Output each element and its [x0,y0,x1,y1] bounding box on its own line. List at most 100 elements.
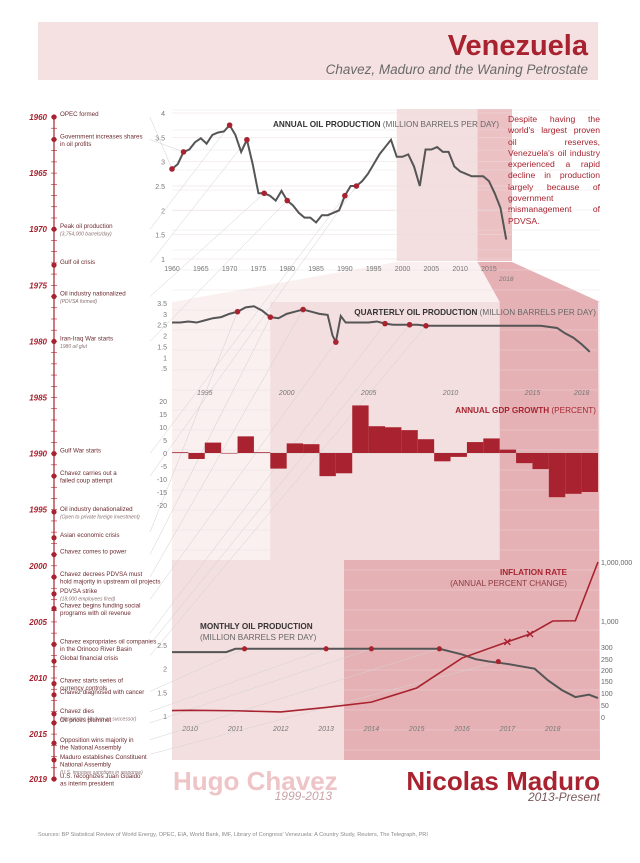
quarterly-event-point [300,306,306,313]
gdp-title: ANNUAL GDP GROWTH (PERCENT) [455,406,596,415]
timeline-event-note: (Open to private foreign investment) [60,514,140,520]
timeline-event: Peak oil production (3,754,000 barrels/da… [60,223,113,238]
gdp-bar [532,453,549,470]
timeline-event: Iran-Iraq War starts 1980 oil glut [60,335,113,350]
annual-event-point [180,149,187,155]
inflation-y-tick: 0 [601,715,605,722]
timeline-event-dot [51,591,57,597]
timeline-event: Chavez comes to power [60,549,126,556]
intro-box: Despite having the world's largest prove… [508,114,600,226]
gdp-bar [335,453,353,474]
annual-series-line [171,123,508,240]
quarterly-x-tick: 2000 [278,390,295,397]
timeline-event-text: Gulf War starts [60,448,101,455]
timeline-event-text: PDVSA strike [60,588,98,595]
quarterly-connector [149,311,238,533]
inflation-y-tick: 50 [601,703,609,710]
timeline-event-text: Oil prices plummet [60,717,112,724]
timeline-event-text: Chavez decrees PDVSA must [60,571,142,578]
annual-event-point [244,136,250,143]
timeline-event-note: (designates Maduro as successor) [60,716,137,722]
annual-event-point [353,183,360,189]
annual-x-tick: 1970 [222,266,238,273]
quarterly-event-point [406,321,413,328]
maduro-era-funnel [477,262,600,302]
monthly-connector [149,648,440,740]
monthly-x-tick: 2010 [181,726,198,733]
gdp-bar [466,442,484,453]
timeline-event: Global financial crisis [60,655,118,662]
monthly-event-point [368,646,375,652]
timeline-event: Gulf oil crisis [60,259,95,266]
timeline-year-label: 2010 [28,674,47,683]
annual-y-tick: 4 [161,111,165,118]
timeline-event-text: U.S. recognizes Juan Guaido [60,773,141,780]
timeline-event-dot [51,551,57,558]
inflation-y-tick: 250 [601,657,613,664]
chavez-years: 1999-2013 [275,789,333,803]
inflation-y-tick: 1,000 [601,619,619,626]
gdp-bar [565,453,582,494]
monthly-x-tick: 2016 [453,726,470,733]
annual-event-point [226,122,233,128]
timeline-event-dot [51,114,57,120]
gdp-bar [368,426,385,453]
gdp-y-tick: 15 [159,412,167,419]
gdp-bar [499,449,517,453]
annual-x-tick: 1980 [279,266,295,273]
timeline-event-text: in the Orinoco River Basin [60,646,132,653]
monthly-event-point [436,646,442,652]
gdp-bar [286,443,304,453]
gdp-bar [237,436,254,453]
quarterly-event-point [234,308,241,315]
quarterly-connector [149,323,386,634]
gdp-bar [221,453,238,454]
timeline-year-label: 2019 [28,775,47,784]
monthly-x-tick: 2015 [408,726,425,733]
timeline-event-dot [51,740,57,746]
gdp-bar [253,452,271,453]
annual-x-tick: 1990 [337,266,353,273]
annual-connector [149,125,230,230]
quarterly-event-point [423,323,429,329]
quarterly-y-tick: 2 [163,334,167,341]
quarterly-connector [149,325,427,656]
timeline-event-note: (PDVSA formed) [60,299,97,305]
timeline-year-label: 2000 [28,562,47,571]
annual-x-tick: 2005 [424,266,440,273]
timeline-event: Chavez dies(designates Maduro as success… [60,708,137,723]
timeline-event-text: Oil industry nationalized [60,291,126,298]
gdp-y-tick: -10 [157,477,167,484]
sources-note: Sources: BP Statistical Review of World … [38,832,428,838]
timeline-year-label: 1970 [29,225,47,234]
timeline-event-text: Global financial crisis [60,655,118,662]
timeline-event-text: currency controls [60,685,107,692]
annual-y-tick: 1 [161,257,165,264]
timeline-event-text: Chavez starts series of [60,678,123,685]
quarterly-event-point [267,314,274,320]
timeline-event: Oil prices plummet [60,717,112,724]
annual-connector [149,185,357,477]
monthly-series-line [172,647,599,699]
annual-event-point [261,190,268,197]
timeline-event-text: as interim president [60,781,114,788]
chavez-era-band-lower [172,560,344,760]
quarterly-x-tick: 2018 [573,390,590,397]
gdp-bar [204,442,222,453]
annual-y-tick: 3 [161,160,165,167]
timeline-event-dot [51,574,57,580]
monthly-y-tick: 1 [163,714,167,721]
maduro-era-band [344,302,600,760]
gdp-y-tick: -5 [161,464,167,471]
timeline-event-text: Chavez diagnosed with cancer [60,689,144,696]
annual-x-tick: 1995 [366,266,382,273]
monthly-y-tick: 2 [163,667,167,674]
page-title: Venezuela [448,30,589,62]
annual-x-tick: 2000 [395,266,411,273]
monthly-y-tick: 2.5 [157,643,167,650]
gdp-y-tick: 10 [159,425,167,432]
timeline-event-dot [51,711,57,717]
